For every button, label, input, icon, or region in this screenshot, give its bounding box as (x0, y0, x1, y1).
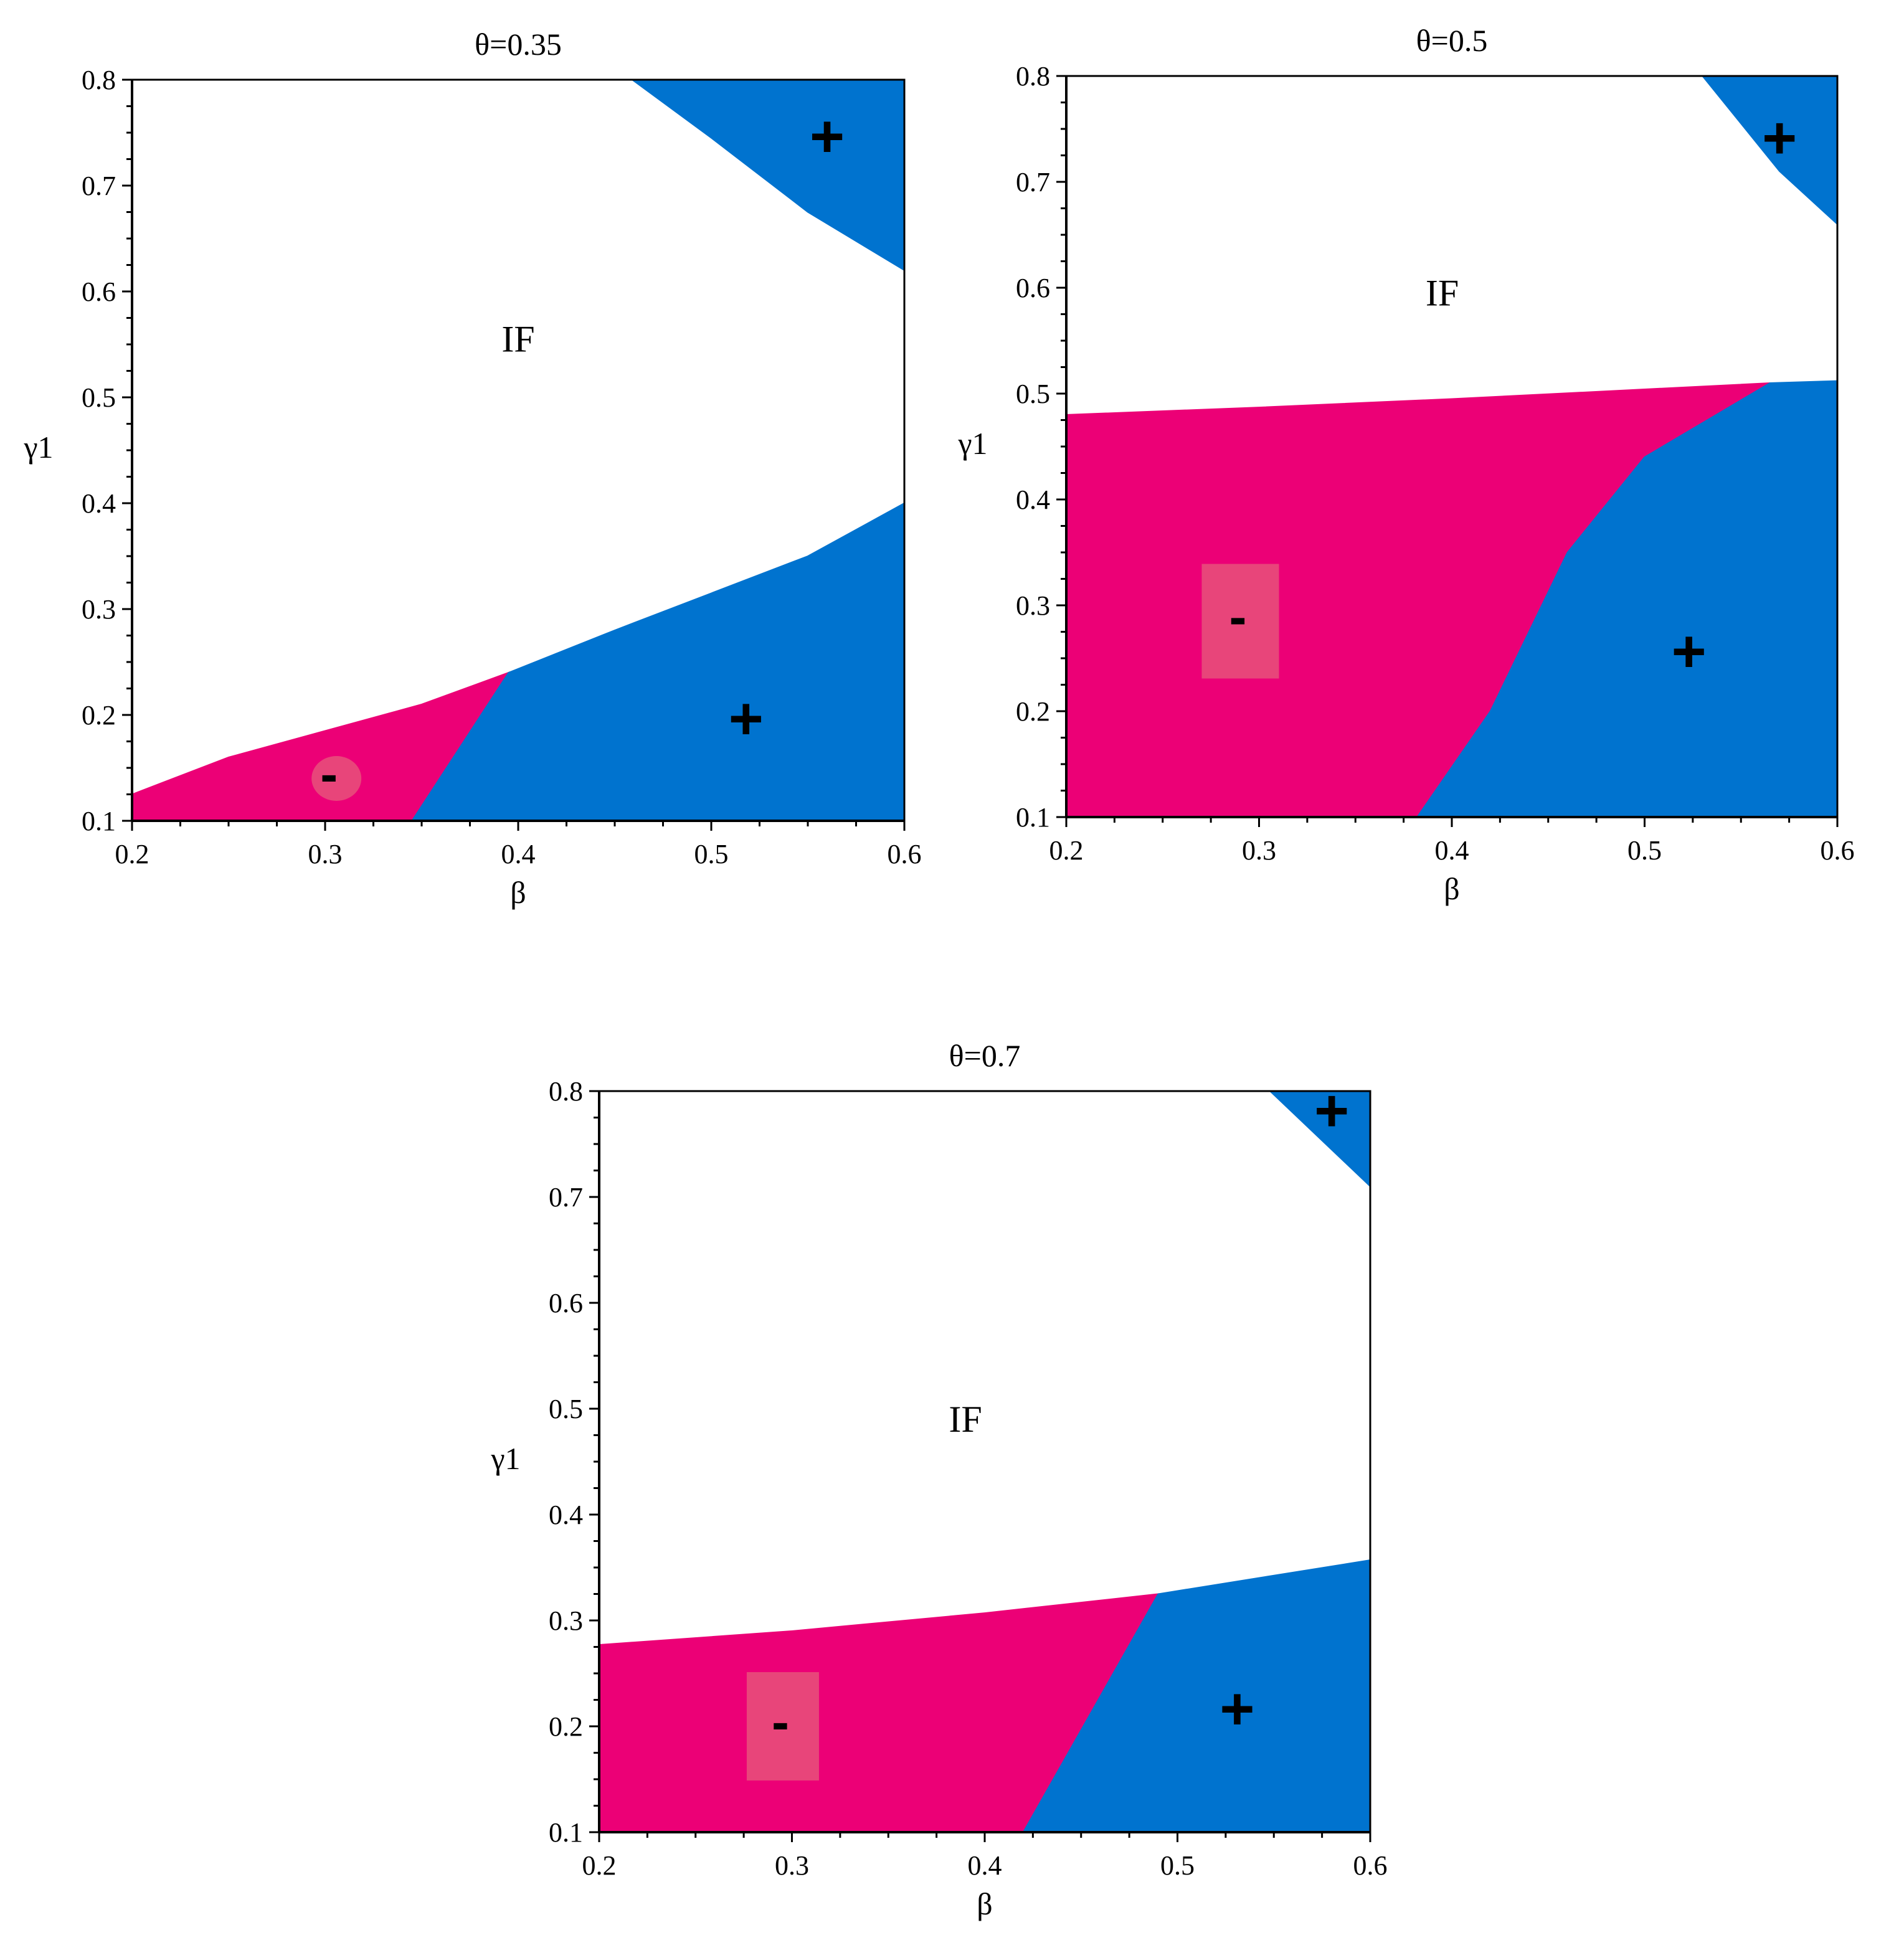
plus-sign-label: + (810, 103, 845, 170)
minus-highlight (1201, 564, 1279, 679)
x-tick-label: 0.6 (1821, 835, 1855, 866)
plus-sign-label: + (1314, 1077, 1349, 1144)
minus-sign-label: - (320, 745, 338, 803)
y-tick-label: 0.5 (549, 1394, 583, 1424)
x-tick-label: 0.2 (1049, 835, 1084, 866)
x-tick-label: 0.5 (1160, 1850, 1195, 1881)
plus-sign-label: + (1220, 1676, 1254, 1743)
region-label-if: IF (501, 319, 534, 360)
x-axis-label: β (977, 1886, 992, 1921)
y-tick-label: 0.1 (82, 806, 116, 836)
y-tick-label: 0.6 (82, 277, 116, 307)
x-tick-label: 0.6 (1353, 1850, 1388, 1881)
panel-theta-07: 0.2 0.3 0.4 0.5 0.60.10.20.30.40.50.60.70.8β… (490, 1038, 1387, 1921)
plus-sign-label: + (1762, 105, 1797, 171)
y-tick-label: 0.3 (1016, 590, 1050, 621)
x-axis-label: β (1444, 871, 1459, 906)
x-tick-label: 0.3 (775, 1850, 809, 1881)
plus-sign-label: + (729, 686, 764, 752)
y-tick-label: 0.8 (549, 1076, 583, 1107)
y-tick-label: 0.7 (82, 171, 116, 201)
region-label-if: IF (949, 1399, 982, 1440)
y-tick-label: 0.5 (1016, 379, 1050, 409)
y-tick-label: 0.8 (1016, 61, 1050, 92)
y-tick-label: 0.1 (1016, 802, 1050, 833)
x-tick-label: 0.4 (968, 1850, 1002, 1881)
y-tick-label: 0.8 (82, 65, 116, 95)
x-tick-label: 0.2 (115, 839, 149, 869)
minus-sign-label: - (772, 1693, 789, 1751)
minus-highlight (311, 756, 362, 801)
x-tick-label: 0.2 (582, 1850, 617, 1881)
y-tick-label: 0.2 (1016, 696, 1050, 727)
plus-sign-label: + (1672, 618, 1707, 685)
x-tick-label: 0.5 (694, 839, 729, 869)
y-tick-label: 0.4 (82, 488, 116, 519)
panel-title: θ=0.35 (475, 27, 562, 62)
y-tick-label: 0.2 (549, 1711, 583, 1742)
y-axis-label: γ1 (957, 426, 987, 461)
minus-highlight (746, 1672, 819, 1780)
y-axis-label: γ1 (23, 430, 53, 465)
x-tick-label: 0.5 (1627, 835, 1662, 866)
region-label-if: IF (1426, 273, 1459, 314)
x-tick-label: 0.3 (308, 839, 343, 869)
panel-theta-035: 0.2 0.3 0.4 0.5 0.60.10.20.30.40.50.60.70.8β… (23, 27, 921, 910)
x-tick-label: 0.3 (1242, 835, 1276, 866)
x-tick-label: 0.4 (1435, 835, 1469, 866)
minus-sign-label: - (1229, 588, 1246, 646)
panel-title: θ=0.5 (1416, 23, 1488, 58)
y-tick-label: 0.3 (549, 1605, 583, 1636)
y-tick-label: 0.5 (82, 382, 116, 413)
panel-theta-05: 0.2 0.3 0.4 0.5 0.60.10.20.30.40.50.60.70.8β… (957, 23, 1854, 906)
y-tick-label: 0.1 (549, 1817, 583, 1848)
y-tick-label: 0.3 (82, 594, 116, 625)
y-tick-label: 0.4 (1016, 485, 1050, 515)
y-tick-label: 0.7 (549, 1182, 583, 1213)
x-tick-label: 0.6 (888, 839, 922, 869)
y-tick-label: 0.4 (549, 1500, 583, 1530)
y-tick-label: 0.6 (1016, 273, 1050, 303)
x-tick-label: 0.4 (501, 839, 536, 869)
x-axis-label: β (510, 875, 526, 910)
y-axis-label: γ1 (490, 1441, 520, 1476)
y-tick-label: 0.7 (1016, 167, 1050, 197)
panel-title: θ=0.7 (949, 1038, 1021, 1073)
y-tick-label: 0.2 (82, 700, 116, 731)
y-tick-label: 0.6 (549, 1288, 583, 1318)
